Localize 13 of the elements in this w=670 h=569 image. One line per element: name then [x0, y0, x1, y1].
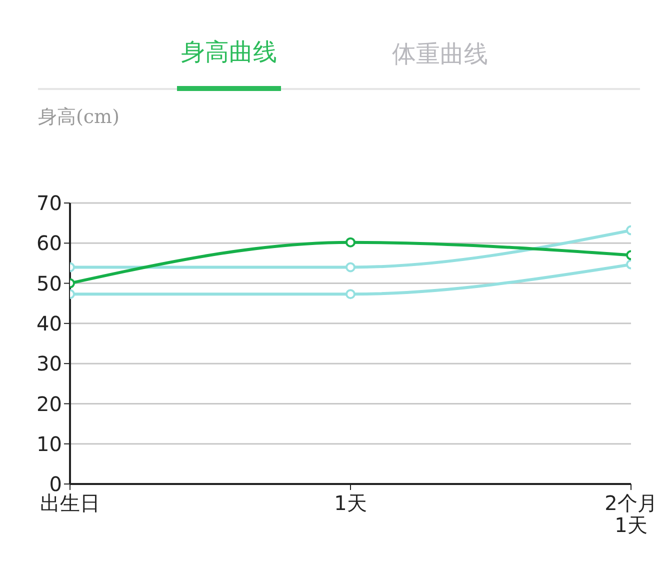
x-tick-label: 出生日 [40, 491, 100, 515]
y-tick-label: 40 [36, 312, 62, 336]
y-tick-label: 70 [36, 191, 62, 216]
y-tick-label: 10 [36, 432, 62, 456]
y-tick-label: 20 [36, 392, 62, 416]
chart-title: 身高曲线 [180, 37, 278, 68]
y-tick-label: 50 [36, 271, 62, 296]
y-tick-label: 60 [36, 231, 62, 256]
text: 体重曲线 [392, 39, 488, 70]
y-axis-title: 身高(cm) [38, 105, 120, 130]
y-tick-label: 30 [36, 352, 62, 376]
x-tick-label: 1天 [334, 491, 367, 515]
x-tick-label: 2个月1天 [604, 491, 658, 537]
